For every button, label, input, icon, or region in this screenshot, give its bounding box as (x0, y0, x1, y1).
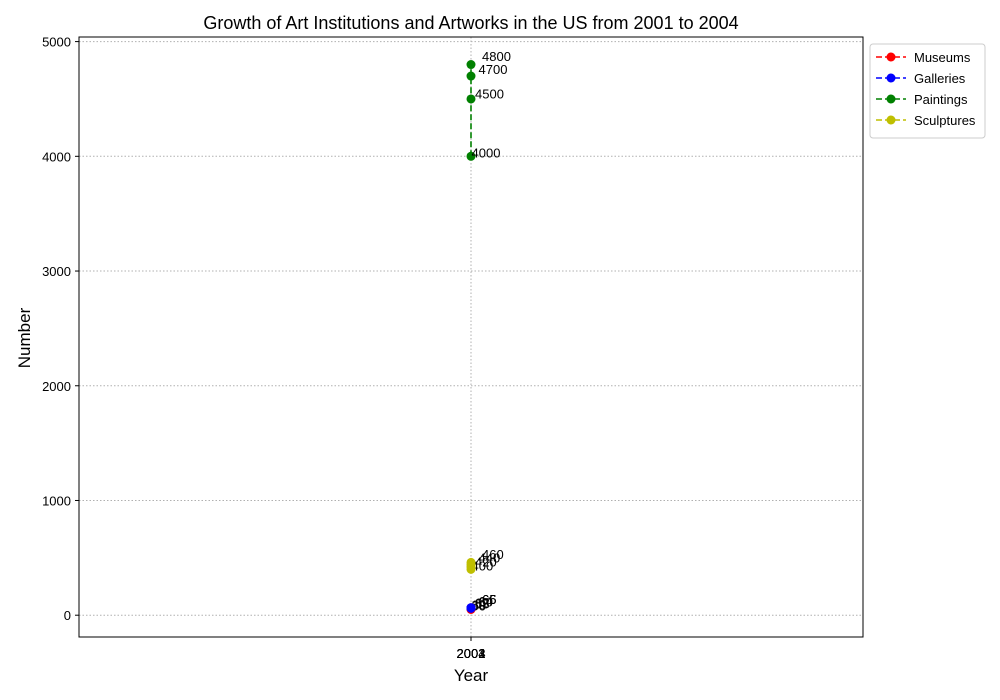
data-label: 4500 (475, 86, 504, 101)
legend-marker (886, 115, 896, 125)
data-point (466, 71, 476, 81)
y-axis-label: Number (15, 307, 34, 368)
chart-title: Growth of Art Institutions and Artworks … (203, 13, 738, 33)
y-tick-label: 4000 (42, 149, 71, 164)
data-label: 62 (475, 596, 489, 611)
legend-label: Museums (914, 50, 971, 65)
legend-marker (886, 52, 896, 62)
data-label: 55 (475, 596, 489, 611)
legend-item: Sculptures (876, 113, 976, 128)
data-label: 460 (482, 547, 504, 562)
x-tick-label: 2002 (457, 646, 486, 661)
data-label: 440 (479, 551, 501, 566)
legend-item: Galleries (876, 71, 966, 86)
data-label: 66 (482, 592, 496, 607)
data-label: 64 (479, 594, 493, 609)
data-point (466, 151, 476, 161)
data-point (466, 60, 476, 70)
y-tick-label: 5000 (42, 35, 71, 50)
data-label: 60 (479, 594, 493, 609)
x-tick-label: 2001 (457, 646, 486, 661)
y-tick-label: 0 (64, 608, 71, 623)
legend-marker (886, 73, 896, 83)
legend-item: Museums (876, 50, 971, 65)
data-label: 420 (475, 555, 497, 570)
data-point (466, 603, 476, 613)
legend: Museums Galleries Paintings Sculptures (869, 43, 986, 139)
data-label: 4700 (479, 62, 508, 77)
data-label: 400 (472, 558, 494, 573)
legend-box (869, 43, 986, 139)
y-tick-label: 1000 (42, 493, 71, 508)
legend-label: Galleries (914, 71, 966, 86)
legend-label: Paintings (914, 92, 968, 107)
data-point (466, 557, 476, 567)
y-tick-label: 3000 (42, 264, 71, 279)
data-point (466, 94, 476, 104)
data-label: 65 (482, 592, 496, 607)
legend-item: Paintings (876, 92, 968, 107)
series: 5055606560626466400045004700480040042044… (466, 49, 511, 614)
y-axis: 0 1000 2000 3000 4000 5000 (42, 35, 79, 623)
x-tick-label: 2004 (457, 646, 486, 661)
x-axis-label: Year (454, 666, 489, 685)
legend-label: Sculptures (914, 113, 976, 128)
y-tick-label: 2000 (42, 379, 71, 394)
legend-marker (886, 94, 896, 104)
data-label: 4000 (472, 145, 501, 160)
data-label: 4800 (482, 49, 511, 64)
x-tick-label: 2003 (457, 646, 486, 661)
